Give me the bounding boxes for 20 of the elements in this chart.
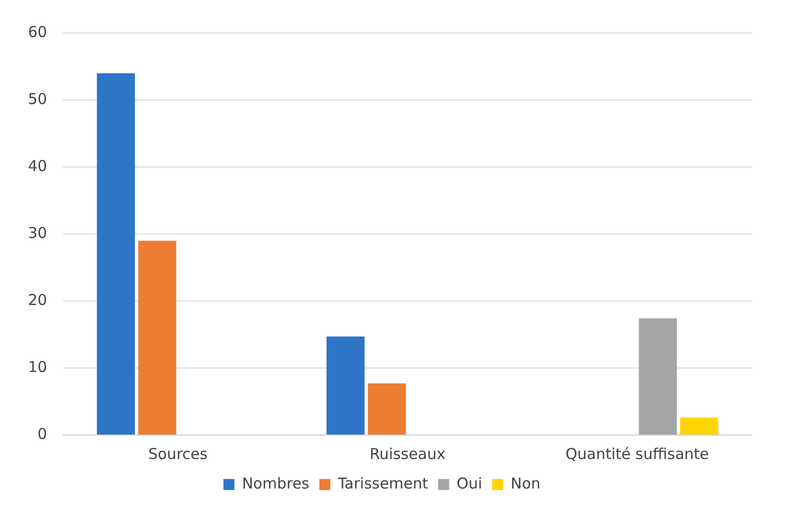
bar bbox=[638, 318, 677, 434]
legend-label: Tarissement bbox=[336, 474, 428, 492]
y-tick-label: 60 bbox=[28, 22, 48, 41]
legend-label: Oui bbox=[456, 474, 482, 492]
x-tick-label: Sources bbox=[148, 444, 208, 463]
x-tick-label: Quantité suffisante bbox=[565, 444, 709, 463]
y-tick-label: 50 bbox=[28, 90, 48, 108]
legend-label: Non bbox=[510, 474, 541, 492]
bar bbox=[138, 240, 176, 434]
bar bbox=[96, 73, 135, 434]
y-tick-label: 30 bbox=[28, 224, 48, 242]
y-tick-label: 0 bbox=[38, 424, 48, 443]
y-tick-label: 40 bbox=[28, 156, 48, 175]
bar bbox=[680, 418, 718, 434]
y-tick-label: 10 bbox=[28, 358, 48, 376]
x-tick-label: Ruisseaux bbox=[370, 444, 446, 463]
bar bbox=[368, 383, 406, 434]
bar bbox=[326, 336, 365, 434]
legend-label: Nombres bbox=[242, 474, 310, 492]
y-tick-label: 20 bbox=[28, 290, 48, 309]
